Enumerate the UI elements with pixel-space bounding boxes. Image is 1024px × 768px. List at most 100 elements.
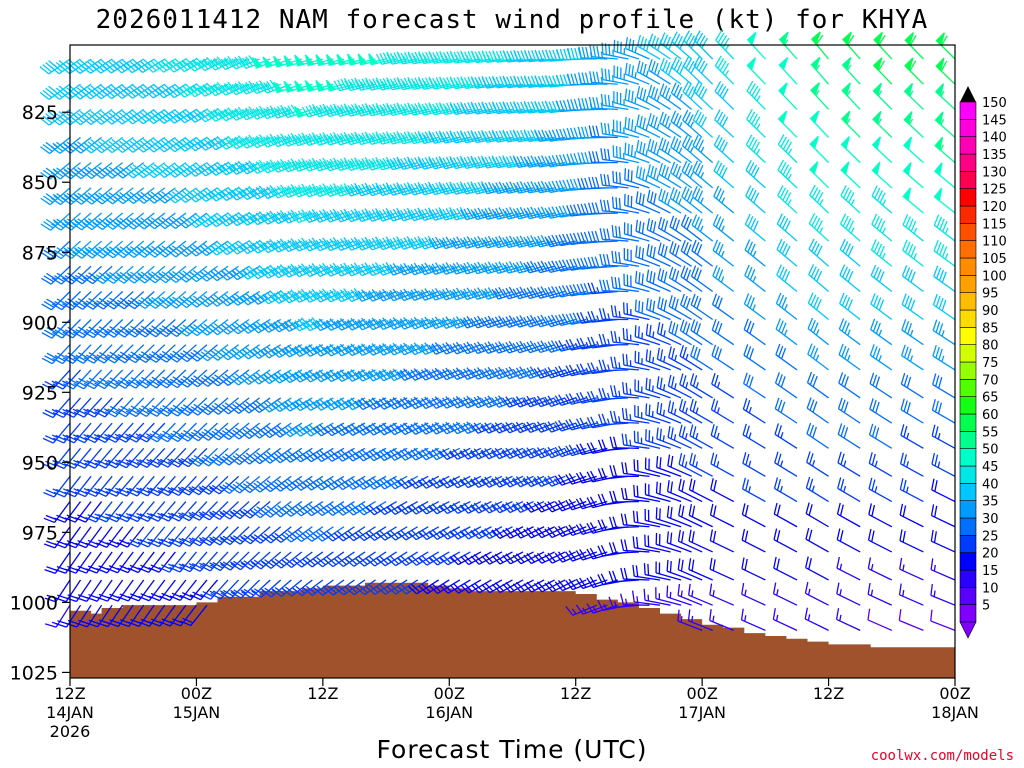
wind-barb xyxy=(228,186,260,201)
barb-full-flag xyxy=(224,162,233,173)
barb-full-flag xyxy=(146,355,157,363)
barb-full-flag xyxy=(180,378,191,386)
barb-staff xyxy=(248,397,271,414)
wind-barb xyxy=(157,447,187,468)
wind-barb xyxy=(251,579,282,598)
barb-full-flag xyxy=(276,185,285,196)
barb-staff xyxy=(76,604,92,628)
barb-staff xyxy=(194,136,218,152)
barb-staff xyxy=(196,318,218,337)
barb-full-flag xyxy=(46,352,58,360)
barb-full-flag xyxy=(53,115,63,124)
barb-full-flag xyxy=(117,379,129,387)
barb-full-flag xyxy=(115,436,127,443)
barb-full-flag xyxy=(107,408,119,415)
wind-barb xyxy=(52,319,81,339)
barb-full-flag xyxy=(75,380,87,387)
barb-staff xyxy=(190,604,208,626)
barb-full-flag xyxy=(84,194,95,203)
barb-full-flag xyxy=(282,588,293,597)
barb-staff xyxy=(236,162,260,175)
wind-barb xyxy=(228,211,260,227)
barb-half-flag xyxy=(167,512,174,517)
barb-full-flag xyxy=(276,106,285,117)
barb-full-flag xyxy=(159,433,171,440)
barb-full-flag xyxy=(308,133,316,144)
barb-full-flag xyxy=(231,138,240,148)
barb-full-flag xyxy=(74,143,85,152)
barb-full-flag xyxy=(196,61,206,71)
barb-half-flag xyxy=(223,84,229,90)
barb-full-flag xyxy=(224,214,234,224)
barb-full-flag xyxy=(210,296,221,305)
barb-full-flag xyxy=(284,452,294,461)
barb-full-flag xyxy=(43,301,55,308)
barb-full-flag xyxy=(208,432,220,441)
barb-full-flag xyxy=(98,297,110,305)
barb-half-flag xyxy=(157,512,164,517)
barb-full-flag xyxy=(137,273,148,282)
barb-full-flag xyxy=(116,219,127,228)
wind-barb xyxy=(218,212,250,227)
barb-full-flag xyxy=(305,134,313,145)
barb-staff xyxy=(125,422,145,443)
barb-full-flag xyxy=(99,377,110,385)
barb-full-flag xyxy=(94,88,105,98)
barb-staff xyxy=(288,265,313,278)
barb-staff xyxy=(258,318,282,334)
barb-staff xyxy=(271,579,292,598)
barb-full-flag xyxy=(174,58,184,68)
barb-staff xyxy=(237,265,260,281)
barb-full-flag xyxy=(228,191,238,201)
barb-full-flag xyxy=(259,215,269,225)
barb-full-flag xyxy=(231,83,240,94)
barb-full-flag xyxy=(222,455,233,464)
barb-full-flag xyxy=(83,331,94,339)
barb-full-flag xyxy=(191,562,203,570)
wind-barb xyxy=(460,551,492,566)
wind-barb xyxy=(281,318,313,332)
barb-full-flag xyxy=(128,433,140,441)
barb-full-flag xyxy=(290,289,299,299)
barb-half-flag xyxy=(219,561,226,567)
barb-full-flag xyxy=(158,566,170,573)
barb-full-flag xyxy=(168,461,179,468)
barb-staff xyxy=(257,265,282,280)
barb-full-flag xyxy=(66,514,78,521)
barb-full-flag xyxy=(243,508,254,517)
barb-full-flag xyxy=(245,187,254,197)
barb-full-flag xyxy=(109,271,120,280)
barb-half-flag xyxy=(146,512,153,517)
barb-full-flag xyxy=(242,374,252,384)
barb-full-flag xyxy=(137,219,148,228)
wind-barb xyxy=(197,162,229,177)
barb-full-flag xyxy=(87,488,99,495)
wind-barb xyxy=(217,135,250,150)
barb-full-flag xyxy=(302,347,311,357)
barb-half-flag xyxy=(62,434,69,439)
barb-full-flag xyxy=(195,162,205,172)
barb-half-flag xyxy=(181,60,187,66)
barb-full-flag xyxy=(96,300,107,308)
barb-staff xyxy=(51,344,71,365)
barb-half-flag xyxy=(265,136,271,143)
barb-full-flag xyxy=(269,105,278,116)
barb-full-flag xyxy=(105,62,115,72)
barb-full-flag xyxy=(106,299,117,308)
barb-half-flag xyxy=(51,408,58,413)
barb-full-flag xyxy=(94,63,105,72)
barb-full-flag xyxy=(73,63,84,72)
barb-full-flag xyxy=(178,460,189,468)
barb-full-flag xyxy=(200,593,211,600)
barb-staff xyxy=(240,551,261,571)
barb-full-flag xyxy=(180,406,191,414)
barb-full-flag xyxy=(151,350,162,359)
barb-half-flag xyxy=(83,459,90,464)
barb-staff xyxy=(154,212,176,230)
barb-full-flag xyxy=(41,332,53,339)
barb-full-flag xyxy=(258,211,268,221)
barb-full-flag xyxy=(149,379,160,387)
barb-full-flag xyxy=(181,592,193,598)
wind-barb xyxy=(228,240,260,255)
barb-staff xyxy=(177,447,197,468)
